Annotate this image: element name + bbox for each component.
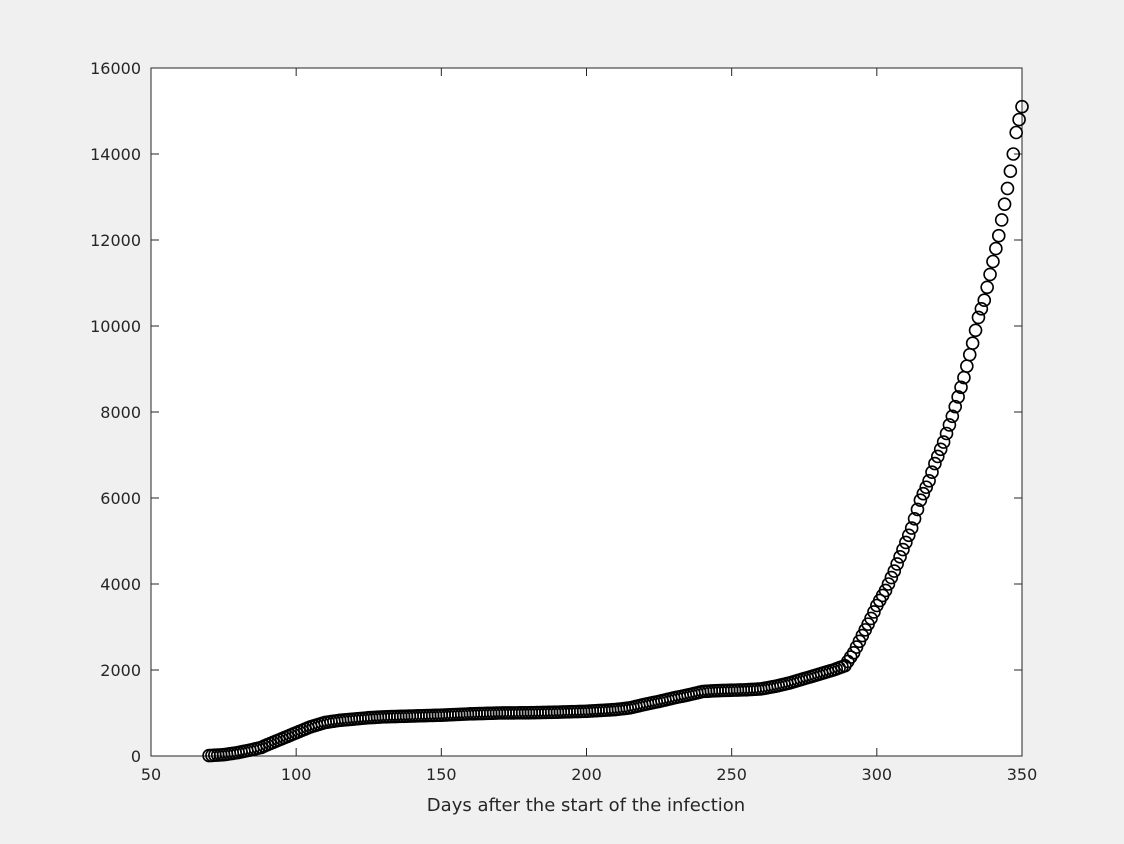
data-point (884, 570, 899, 585)
data-point (939, 426, 954, 441)
data-point (986, 254, 1000, 269)
data-point (936, 435, 951, 449)
x-tick-label: 350 (1007, 765, 1038, 784)
data-point (971, 310, 986, 325)
data-point (980, 280, 994, 295)
data-series (202, 99, 1029, 763)
x-tick-label: 100 (281, 765, 312, 784)
data-point (942, 418, 957, 432)
data-point (997, 197, 1012, 211)
data-point (881, 577, 896, 591)
data-point (954, 380, 968, 395)
data-point (867, 605, 881, 619)
x-tick-label: 300 (862, 765, 893, 784)
data-point (919, 480, 933, 495)
x-tick-label: 150 (426, 765, 457, 784)
y-tick-label: 0 (131, 747, 141, 766)
data-point (974, 301, 989, 316)
data-point (893, 549, 907, 564)
data-point (901, 528, 916, 543)
y-tick-label: 12000 (90, 231, 141, 250)
data-point (965, 336, 980, 351)
data-point (948, 399, 963, 414)
data-point (1006, 147, 1021, 161)
y-tick-label: 10000 (90, 317, 141, 336)
data-point (945, 409, 960, 424)
data-point (904, 521, 919, 535)
data-point (899, 535, 913, 550)
data-point (994, 213, 1009, 227)
x-tick-label: 250 (716, 765, 747, 784)
data-point (933, 442, 948, 457)
data-point (922, 473, 936, 488)
plot-area (150, 67, 1023, 757)
y-tick-label: 2000 (100, 661, 141, 680)
data-point (1012, 112, 1026, 127)
data-point (910, 502, 925, 517)
data-point (864, 611, 878, 626)
data-point (878, 583, 893, 598)
y-tick-label: 14000 (90, 145, 141, 164)
data-point (907, 511, 922, 526)
y-axis-ticks: 0 2000 4000 6000 8000 10000 12000 14000 16000 (90, 59, 1022, 766)
data-point (1015, 99, 1029, 114)
data-point (977, 293, 992, 308)
y-tick-label: 8000 (100, 403, 141, 422)
data-point (951, 390, 965, 404)
data-point (916, 486, 931, 501)
data-point (925, 465, 939, 480)
data-point (913, 493, 928, 507)
x-tick-label: 200 (571, 765, 602, 784)
x-axis-label: Days after the start of the infection (427, 795, 745, 816)
data-point (1000, 181, 1015, 196)
data-point (983, 267, 997, 282)
data-point (890, 557, 904, 571)
x-axis-ticks: 50 100 150 200 250 300 350 (141, 68, 1037, 784)
x-tick-label: 50 (141, 765, 161, 784)
y-tick-label: 6000 (100, 489, 141, 508)
data-point (896, 542, 910, 557)
data-point (930, 449, 945, 464)
y-tick-label: 16000 (90, 59, 141, 78)
data-point (1003, 164, 1018, 178)
y-tick-label: 4000 (100, 575, 141, 594)
data-point (989, 241, 1003, 256)
data-point (1009, 125, 1023, 140)
data-point (887, 564, 902, 578)
data-point (928, 456, 942, 471)
data-point (968, 323, 983, 338)
data-point (991, 228, 1006, 243)
